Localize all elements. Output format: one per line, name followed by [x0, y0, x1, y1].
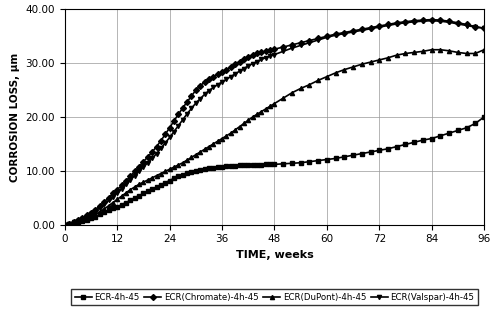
ECR-4h-45: [376, 149, 382, 152]
ECR(Valspar)-4h-45: [62, 223, 68, 227]
ECR(DuPont)-4h-45: [420, 50, 426, 53]
ECR(DuPont)-4h-45: [429, 48, 435, 51]
ECR(DuPont)-4h-45: [219, 137, 225, 140]
ECR(Chromate)-4h-45: [219, 71, 225, 74]
ECR(Valspar)-4h-45: [394, 22, 400, 26]
ECR(Valspar)-4h-45: [481, 26, 487, 30]
Line: ECR(Chromate)-4h-45: ECR(Chromate)-4h-45: [63, 17, 486, 227]
ECR(DuPont)-4h-45: [394, 53, 400, 57]
ECR(Chromate)-4h-45: [420, 18, 426, 22]
ECR(DuPont)-4h-45: [132, 185, 138, 189]
Legend: ECR-4h-45, ECR(Chromate)-4h-45, ECR(DuPont)-4h-45, ECR(Valspar)-4h-45: ECR-4h-45, ECR(Chromate)-4h-45, ECR(DuPo…: [71, 289, 478, 305]
ECR(DuPont)-4h-45: [481, 48, 487, 51]
ECR(Valspar)-4h-45: [429, 19, 435, 22]
ECR-4h-45: [481, 115, 487, 119]
ECR(DuPont)-4h-45: [167, 167, 173, 171]
ECR(Valspar)-4h-45: [420, 19, 426, 23]
ECR(Chromate)-4h-45: [132, 169, 138, 173]
ECR(Chromate)-4h-45: [167, 126, 173, 130]
ECR(DuPont)-4h-45: [62, 223, 68, 227]
Line: ECR(DuPont)-4h-45: ECR(DuPont)-4h-45: [63, 48, 486, 227]
Line: ECR(Valspar)-4h-45: ECR(Valspar)-4h-45: [63, 19, 486, 227]
Y-axis label: CORROSION LOSS, μm: CORROSION LOSS, μm: [10, 52, 20, 182]
ECR-4h-45: [394, 145, 400, 149]
ECR-4h-45: [219, 165, 225, 168]
ECR(Chromate)-4h-45: [394, 21, 400, 25]
X-axis label: TIME, weeks: TIME, weeks: [236, 250, 313, 260]
Line: ECR-4h-45: ECR-4h-45: [63, 115, 486, 227]
ECR(Chromate)-4h-45: [376, 24, 382, 28]
ECR(Chromate)-4h-45: [481, 26, 487, 30]
ECR-4h-45: [62, 223, 68, 227]
ECR-4h-45: [132, 196, 138, 200]
ECR(Valspar)-4h-45: [219, 80, 225, 84]
ECR(Valspar)-4h-45: [167, 136, 173, 139]
ECR-4h-45: [420, 138, 426, 142]
ECR(Valspar)-4h-45: [132, 174, 138, 178]
ECR(Valspar)-4h-45: [376, 25, 382, 29]
ECR-4h-45: [167, 179, 173, 183]
ECR(Chromate)-4h-45: [429, 18, 435, 22]
ECR(DuPont)-4h-45: [376, 58, 382, 62]
ECR(Chromate)-4h-45: [62, 223, 68, 227]
